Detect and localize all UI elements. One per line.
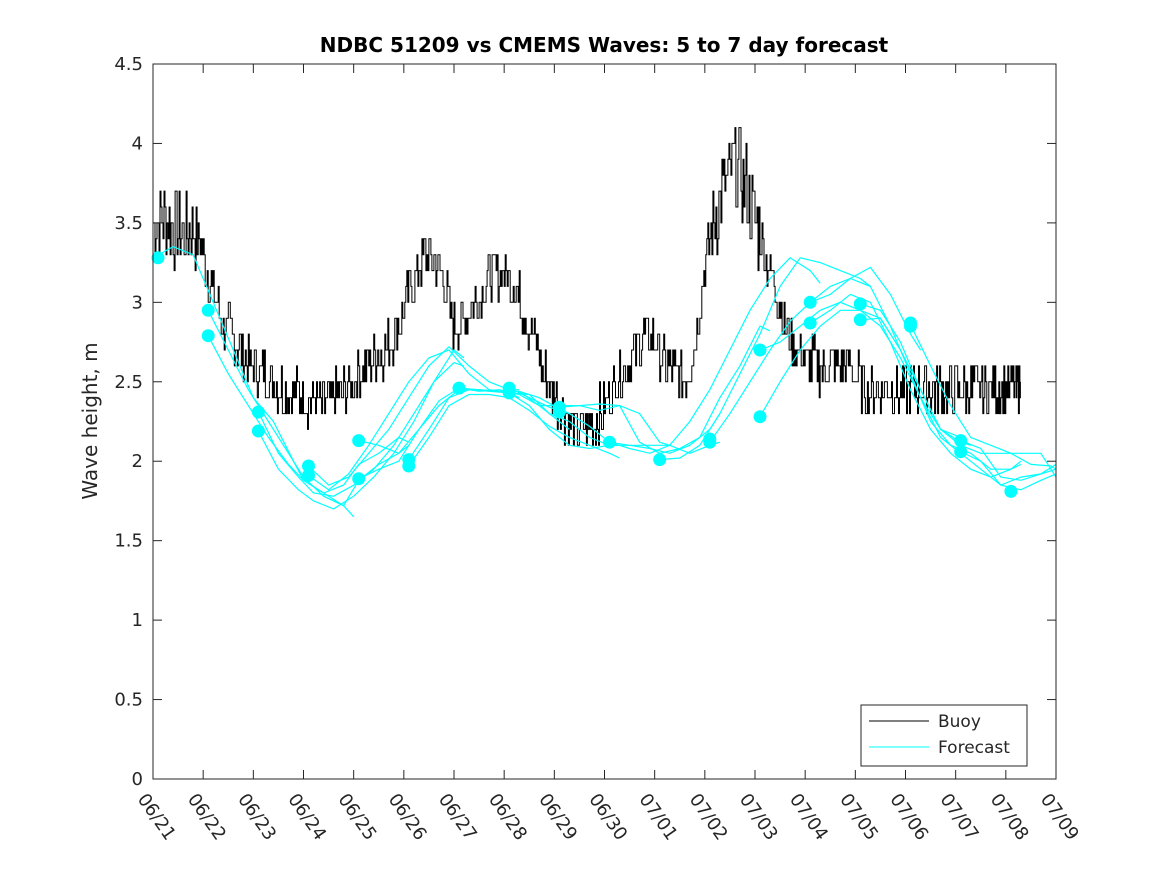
forecast-line-2 — [207, 335, 410, 494]
forecast-marker — [402, 459, 416, 473]
legend: Buoy Forecast — [860, 704, 1028, 767]
forecast-line-11 — [458, 387, 670, 446]
forecast-marker — [753, 343, 767, 357]
y-axis: 0 0.5 1 1.5 2 2.5 3 3.5 4 4.5 — [114, 54, 1056, 790]
x-tick-label: 06/22 — [183, 790, 230, 845]
forecast-line-10 — [408, 393, 620, 467]
legend-buoy-label: Buoy — [938, 712, 981, 732]
x-tick-label: 07/07 — [936, 790, 983, 845]
y-tick-label: 4 — [132, 133, 143, 154]
forecast-marker — [201, 303, 215, 317]
forecast-marker — [954, 434, 968, 448]
forecast-line-4 — [257, 349, 465, 510]
legend-box — [860, 704, 1028, 767]
plot-area — [153, 64, 1056, 779]
forecast-line-16 — [659, 257, 871, 461]
forecast-marker — [1004, 484, 1018, 498]
legend-forecast-label: Forecast — [938, 738, 1010, 758]
x-tick-label: 06/28 — [484, 790, 531, 845]
forecast-line-12 — [508, 387, 721, 454]
forecast-line-15 — [609, 257, 821, 454]
forecast-marker — [703, 432, 717, 446]
y-tick-label: 2.5 — [114, 372, 143, 393]
forecast-marker — [904, 319, 917, 333]
x-tick-label: 07/08 — [986, 790, 1033, 845]
forecast-marker — [201, 329, 215, 343]
forecast-marker — [753, 410, 767, 424]
forecast-marker — [251, 405, 265, 419]
x-tick-label: 06/29 — [534, 790, 581, 845]
x-tick-label: 07/06 — [885, 790, 932, 845]
forecast-line-24 — [909, 324, 1057, 470]
y-tick-label: 4.5 — [114, 54, 143, 75]
x-tick-label: 07/01 — [635, 790, 682, 845]
forecast-line-14 — [559, 325, 771, 454]
forecast-line-17 — [709, 266, 922, 443]
buoy-line — [153, 127, 1021, 446]
forecast-marker — [151, 251, 165, 265]
x-tick-label: 07/04 — [785, 790, 832, 845]
chart-title: NDBC 51209 vs CMEMS Waves: 5 to 7 day fo… — [320, 33, 889, 57]
x-tick-label: 07/02 — [685, 790, 732, 845]
marker-layer — [151, 251, 1018, 498]
y-tick-label: 3.5 — [114, 213, 143, 234]
x-tick-label: 06/21 — [133, 790, 180, 845]
forecast-marker — [653, 453, 667, 467]
forecast-line-21 — [809, 293, 1022, 478]
x-tick-label: 07/03 — [735, 790, 782, 845]
x-tick-label: 06/26 — [384, 790, 431, 845]
forecast-marker — [302, 469, 315, 482]
x-tick-label: 06/30 — [584, 790, 631, 845]
forecast-marker — [954, 445, 968, 459]
x-tick-label: 06/23 — [233, 790, 280, 845]
x-tick-label: 06/27 — [434, 790, 481, 845]
x-tick-label: 07/05 — [835, 790, 882, 845]
y-axis-label: Wave height, m — [78, 342, 102, 499]
forecast-line-9 — [408, 389, 620, 460]
forecast-marker — [251, 424, 265, 438]
forecast-line-25 — [960, 440, 1057, 481]
forecast-marker — [352, 434, 366, 448]
forecast-marker — [803, 316, 817, 330]
forecast-marker — [502, 386, 516, 400]
y-tick-label: 0 — [132, 769, 143, 790]
forecast-marker — [853, 297, 867, 311]
forecast-marker — [853, 313, 867, 327]
forecast-marker — [552, 405, 566, 419]
y-tick-label: 3 — [132, 292, 143, 313]
forecast-line-18 — [759, 301, 972, 446]
y-tick-label: 0.5 — [114, 690, 143, 711]
forecast-marker — [452, 381, 466, 395]
forecast-marker — [803, 295, 817, 309]
y-tick-label: 1 — [132, 610, 143, 631]
forecast-marker — [302, 459, 315, 473]
y-tick-label: 1.5 — [114, 531, 143, 552]
x-tick-label: 06/24 — [283, 790, 330, 845]
forecast-marker — [603, 435, 616, 449]
x-tick-label: 06/25 — [334, 790, 381, 845]
forecast-line-5 — [308, 345, 520, 486]
x-tick-label: 07/09 — [1036, 790, 1083, 845]
forecast-marker — [352, 472, 366, 486]
y-tick-label: 2 — [132, 451, 143, 472]
